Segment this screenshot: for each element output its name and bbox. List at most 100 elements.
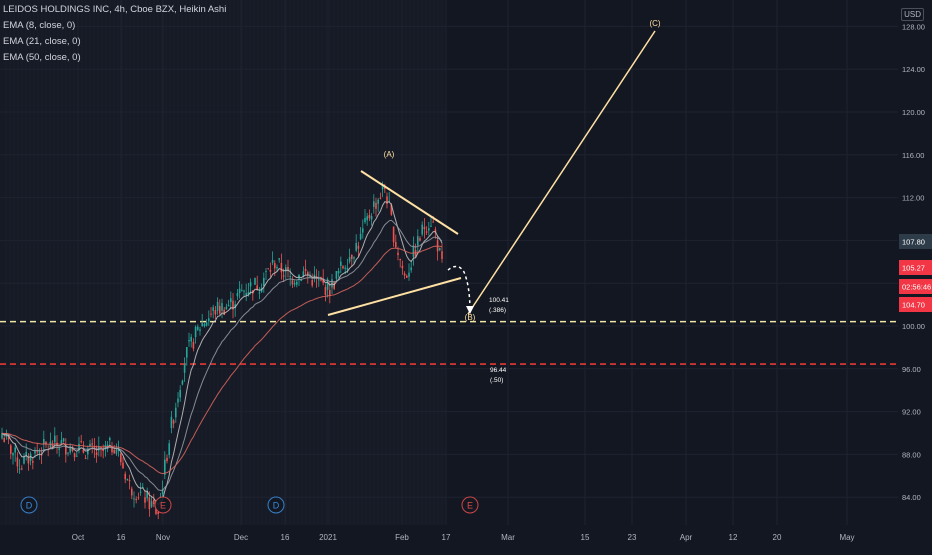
candle-body <box>368 214 371 219</box>
event-marker-d[interactable]: D <box>20 496 38 514</box>
candle-body <box>69 446 71 453</box>
candle-body <box>238 288 241 293</box>
wave-label-b: (B) <box>465 313 476 322</box>
time-tick-label: 17 <box>442 533 451 542</box>
candle-body <box>203 324 206 327</box>
candle-body <box>254 277 256 285</box>
time-tick-label: 16 <box>117 533 126 542</box>
candle-body <box>282 275 285 277</box>
wave-c-projection[interactable] <box>467 30 656 315</box>
candle-body <box>324 287 327 296</box>
price-tag-label: 104.70 <box>902 301 925 310</box>
time-tick-label: Feb <box>395 533 409 542</box>
candle-body <box>256 285 258 291</box>
candle-body <box>192 341 195 349</box>
candle-body <box>406 275 408 278</box>
price-tick-label: 112.00 <box>902 194 924 203</box>
price-tag-label: 02:56:46 <box>902 283 931 292</box>
candle-body <box>397 252 399 256</box>
time-axis-bg <box>0 525 932 550</box>
candle-body <box>73 453 76 458</box>
candle-body <box>179 389 181 398</box>
candle-body <box>357 245 360 249</box>
candle-body <box>412 245 415 257</box>
event-marker-e[interactable]: E <box>461 496 479 514</box>
ema-8-line <box>1 201 443 506</box>
candle-body <box>115 449 118 454</box>
candle-body <box>359 233 362 240</box>
candle-body <box>194 326 197 338</box>
indicator-ema-8[interactable]: EMA (8, close, 0) <box>3 20 76 31</box>
fib-ratio-2: (.50) <box>490 377 503 384</box>
time-tick-label: Apr <box>680 533 693 542</box>
candle-body <box>399 259 401 261</box>
candle-body <box>230 298 232 303</box>
candle-body <box>205 322 208 326</box>
candle-body <box>124 473 126 480</box>
candle-body <box>89 443 91 447</box>
candle-body <box>287 266 289 271</box>
candle-body <box>234 304 236 309</box>
candle-body <box>342 266 344 269</box>
candle-body <box>188 340 190 342</box>
upper-trendline[interactable] <box>360 170 459 235</box>
candle-body <box>241 290 243 292</box>
candle-body <box>208 318 210 322</box>
candle-body <box>82 449 85 453</box>
candle-body <box>84 457 87 459</box>
candle-body <box>271 260 274 263</box>
event-circle <box>267 496 285 514</box>
time-tick-label: Nov <box>156 533 170 542</box>
candle-body <box>62 438 65 442</box>
drawings[interactable]: (A) (B) (C) 100.41 (.386) 96.44 (.50) <box>327 19 661 384</box>
candle-body <box>436 240 439 252</box>
candle-body <box>157 511 159 515</box>
candle-body <box>370 215 373 220</box>
candle-body <box>27 457 30 464</box>
candle-body <box>390 204 393 215</box>
candle-body <box>430 225 432 227</box>
time-tick-label: 23 <box>628 533 637 542</box>
candle-body <box>386 196 388 204</box>
candle-body <box>197 326 199 330</box>
candle-body <box>236 293 239 297</box>
grid <box>0 0 898 525</box>
symbol-title[interactable]: LEIDOS HOLDINGS INC, 4h, Cboe BZX, Heiki… <box>3 4 227 15</box>
candle-body <box>109 437 111 441</box>
candle-body <box>403 273 406 276</box>
indicator-ema-21[interactable]: EMA (21, close, 0) <box>3 36 81 47</box>
chart-legend: LEIDOS HOLDINGS INC, 4h, Cboe BZX, Heiki… <box>3 2 226 66</box>
candle-body <box>329 289 331 296</box>
candle-body <box>223 309 225 316</box>
lower-trendline[interactable] <box>327 277 462 316</box>
candle-body <box>3 437 5 442</box>
price-tick-label: 96.00 <box>902 365 921 374</box>
candle-body <box>201 323 203 327</box>
projected-path[interactable] <box>447 265 471 313</box>
price-tick-label: 84.00 <box>902 493 921 502</box>
candle-body <box>183 363 186 373</box>
candle-body <box>210 313 212 315</box>
event-circle <box>461 496 479 514</box>
candle-body <box>388 200 390 202</box>
candle-body <box>408 272 410 277</box>
candle-body <box>175 407 177 418</box>
event-marker-e[interactable]: E <box>154 496 172 514</box>
price-tag-label: 107.80 <box>902 238 925 247</box>
indicator-ema-50[interactable]: EMA (50, close, 0) <box>3 52 81 63</box>
time-axis[interactable]: Oct 16 Nov Dec 16 2021 Feb 17 Mar 15 23 Apr 12 20 May <box>0 525 932 550</box>
fib-price-2: 96.44 <box>490 367 507 374</box>
candle-body <box>14 447 16 453</box>
currency-button[interactable]: USD <box>901 8 924 21</box>
candle-body <box>76 455 78 457</box>
candle-body <box>186 347 188 358</box>
candle-body <box>417 236 419 246</box>
event-marker-d[interactable]: D <box>267 496 285 514</box>
candle-body <box>21 468 23 470</box>
candle-body <box>263 277 265 287</box>
candle-body <box>139 491 142 493</box>
wave-label-c: (C) <box>649 19 660 28</box>
